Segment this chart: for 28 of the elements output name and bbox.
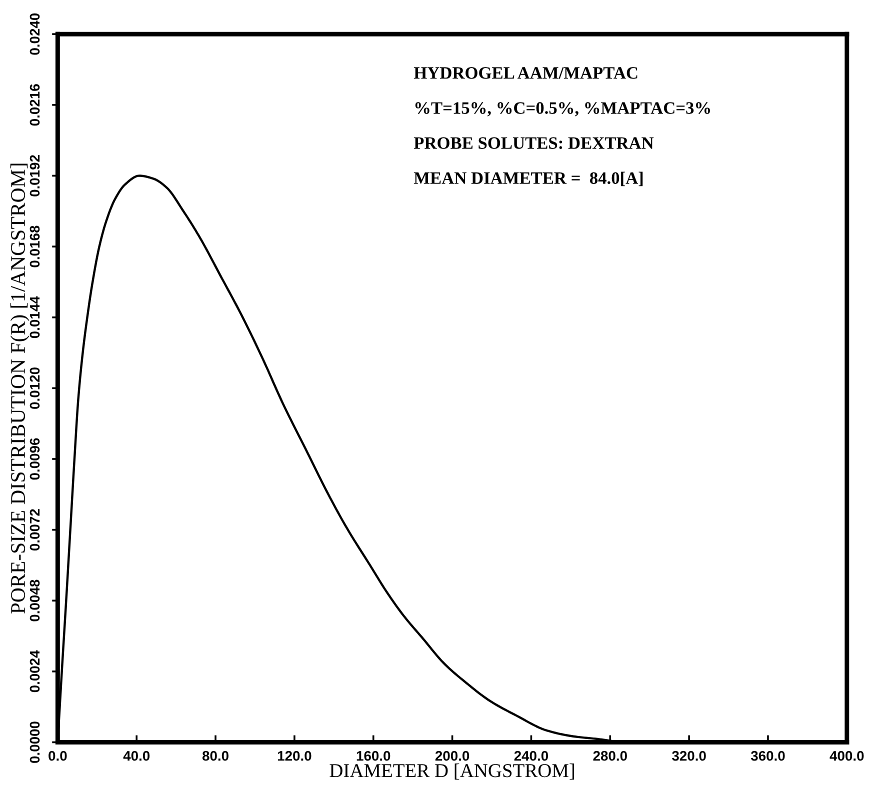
y-axis-title: PORE-SIZE DISTRIBUTION F(R) [1/ANGSTROM]: [10, 164, 30, 614]
x-tick-label: 40.0: [123, 750, 150, 761]
y-tick-label: 0.0144: [30, 296, 40, 338]
x-tick-label: 0.0: [48, 750, 67, 761]
y-tick-label: 0.0240: [30, 13, 40, 55]
x-tick-label: 400.0: [830, 750, 864, 761]
y-tick-label: 0.0168: [30, 226, 40, 268]
annotation: HYDROGEL AAM/MAPTAC: [414, 67, 638, 79]
y-tick-label: 0.0000: [30, 722, 40, 763]
y-tick-label: 0.0192: [30, 155, 40, 196]
x-tick-label: 80.0: [202, 750, 228, 761]
x-tick-label: 160.0: [356, 750, 390, 761]
y-tick-label: 0.0048: [30, 580, 40, 622]
y-tick-label: 0.0096: [30, 438, 40, 480]
y-tick-label: 0.0120: [30, 368, 40, 409]
annotation: %T=15%, %C=0.5%, %MAPTAC=3%: [415, 102, 710, 116]
x-tick-label: 200.0: [435, 750, 470, 761]
x-tick-label: 280.0: [593, 750, 627, 761]
x-tick-label: 360.0: [750, 750, 785, 761]
y-tick-label: 0.0216: [30, 84, 40, 126]
annotation: MEAN DIAMETER = 84.0[A]: [414, 172, 643, 186]
x-tick-label: 240.0: [514, 750, 548, 761]
x-tick-label: 320.0: [672, 750, 706, 761]
x-tick-label: 120.0: [278, 750, 312, 761]
y-tick-label: 0.0072: [30, 509, 40, 550]
annotation: PROBE SOLUTES: DEXTRAN: [414, 137, 654, 149]
y-tick-label: 0.0024: [30, 650, 40, 692]
x-axis-title: DIAMETER D [ANGSTROM]: [330, 764, 574, 780]
